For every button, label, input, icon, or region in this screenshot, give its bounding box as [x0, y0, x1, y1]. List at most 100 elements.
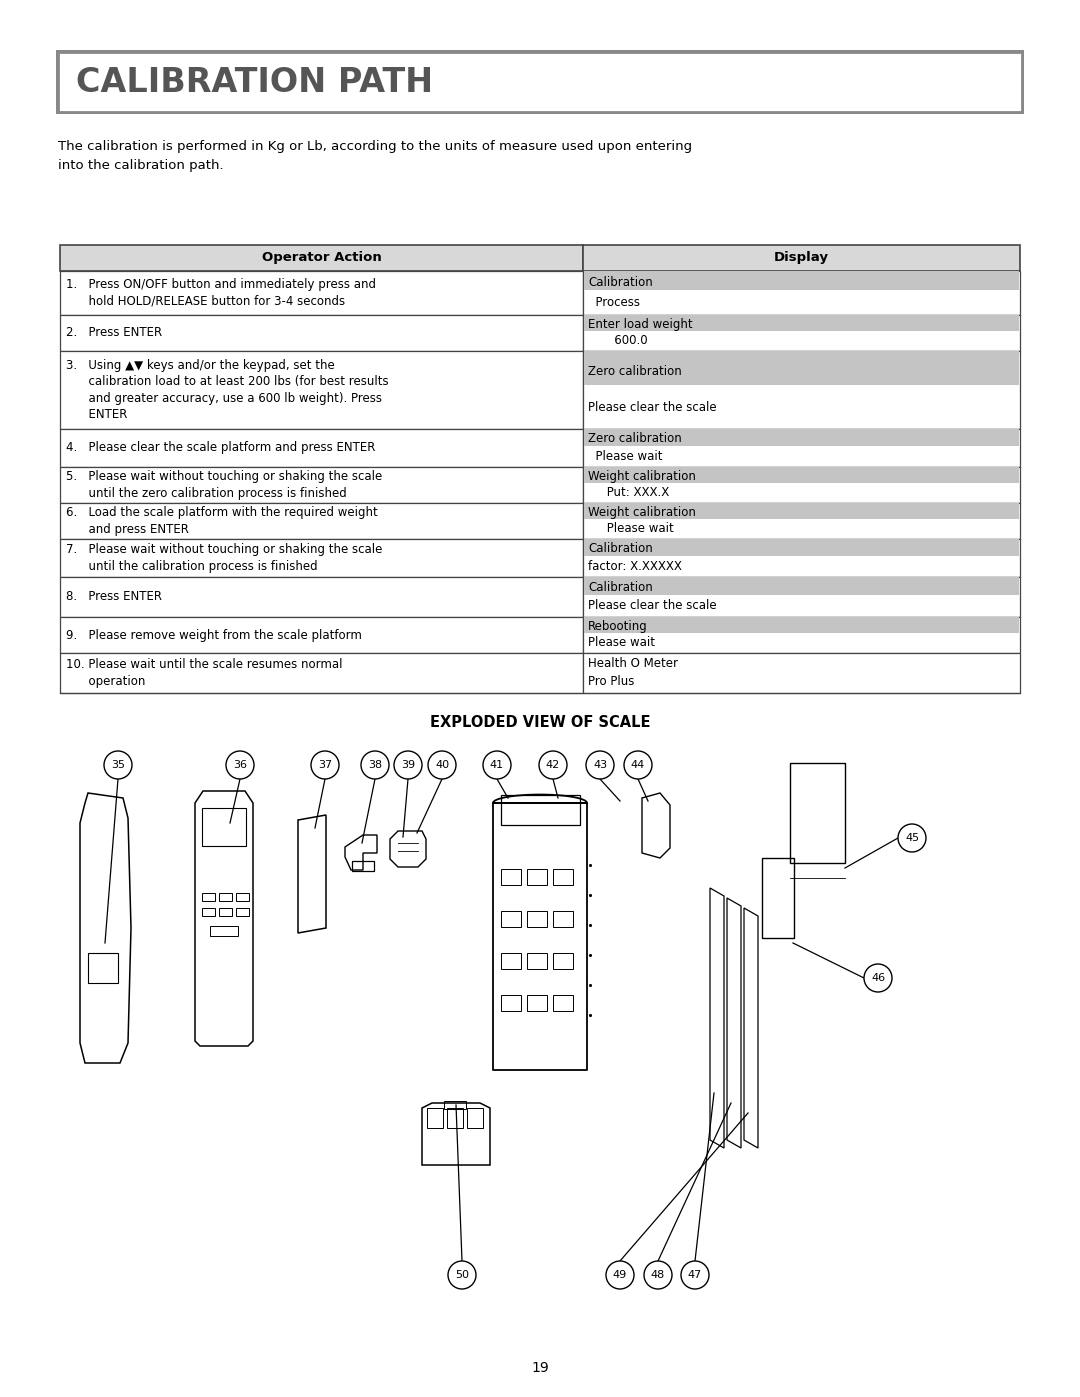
Bar [202, 893, 215, 901]
Circle shape [428, 752, 456, 780]
Bar [60, 429, 583, 467]
Bar [583, 617, 1020, 652]
Bar [60, 539, 583, 577]
Text: 43: 43 [593, 760, 607, 770]
Text: Weight calibration: Weight calibration [588, 469, 696, 483]
Bar [584, 467, 1020, 483]
Bar [553, 995, 573, 1011]
Text: 4.   Please clear the scale platform and press ENTER: 4. Please clear the scale platform and p… [66, 441, 376, 454]
Bar [60, 577, 583, 617]
Text: Zero calibration: Zero calibration [588, 365, 681, 377]
Text: 600.0: 600.0 [588, 334, 648, 348]
Text: Process: Process [588, 296, 640, 309]
Circle shape [311, 752, 339, 780]
Bar [444, 1101, 465, 1109]
Bar [584, 351, 1020, 386]
Text: Please wait: Please wait [588, 450, 662, 462]
Bar [583, 271, 1020, 314]
Text: 5.   Please wait without touching or shaking the scale
      until the zero cali: 5. Please wait without touching or shaki… [66, 471, 382, 500]
Text: CALIBRATION PATH: CALIBRATION PATH [76, 66, 433, 99]
Text: factor: X.XXXXX: factor: X.XXXXX [588, 560, 681, 573]
Bar [210, 926, 238, 936]
Bar [553, 869, 573, 886]
Circle shape [897, 824, 926, 852]
Bar [584, 539, 1020, 556]
Text: 47: 47 [688, 1270, 702, 1280]
Bar [527, 911, 546, 928]
Bar [467, 1108, 483, 1127]
Text: 41: 41 [490, 760, 504, 770]
Circle shape [361, 752, 389, 780]
Bar [501, 795, 580, 826]
Text: 46: 46 [870, 972, 886, 983]
Circle shape [606, 1261, 634, 1289]
Bar [60, 271, 583, 314]
Bar [501, 995, 521, 1011]
Bar [501, 869, 521, 886]
Circle shape [226, 752, 254, 780]
Text: Please wait: Please wait [588, 637, 654, 650]
Bar [202, 908, 215, 916]
Bar [237, 893, 249, 901]
Bar [447, 1108, 463, 1127]
Text: 36: 36 [233, 760, 247, 770]
Text: 39: 39 [401, 760, 415, 770]
Bar [352, 861, 374, 870]
Text: 6.   Load the scale platform with the required weight
      and press ENTER: 6. Load the scale platform with the requ… [66, 506, 378, 536]
Circle shape [586, 752, 615, 780]
Bar [762, 858, 794, 937]
Text: Enter load weight: Enter load weight [588, 319, 692, 331]
Bar [584, 577, 1020, 595]
Text: Health O Meter: Health O Meter [588, 657, 678, 671]
Text: 1.   Press ON/OFF button and immediately press and
      hold HOLD/RELEASE butto: 1. Press ON/OFF button and immediately p… [66, 278, 376, 307]
Circle shape [448, 1261, 476, 1289]
Bar [60, 351, 583, 429]
Text: 49: 49 [612, 1270, 627, 1280]
Bar [58, 52, 1022, 112]
Bar [583, 503, 1020, 539]
Text: Please clear the scale: Please clear the scale [588, 401, 717, 414]
Circle shape [394, 752, 422, 780]
Text: 10. Please wait until the scale resumes normal
      operation: 10. Please wait until the scale resumes … [66, 658, 342, 687]
Text: Display: Display [774, 251, 829, 264]
Circle shape [644, 1261, 672, 1289]
Bar [202, 807, 246, 847]
Text: EXPLODED VIEW OF SCALE: EXPLODED VIEW OF SCALE [430, 715, 650, 731]
Circle shape [681, 1261, 708, 1289]
Bar [583, 244, 1020, 271]
Bar [553, 911, 573, 928]
Text: Weight calibration: Weight calibration [588, 506, 696, 518]
Text: Pro Plus: Pro Plus [588, 675, 634, 689]
Text: Operator Action: Operator Action [261, 251, 381, 264]
Text: 40: 40 [435, 760, 449, 770]
Bar [584, 271, 1020, 291]
Bar [60, 652, 583, 693]
Circle shape [539, 752, 567, 780]
Bar [219, 893, 232, 901]
Bar [583, 351, 1020, 429]
Text: 38: 38 [368, 760, 382, 770]
Bar [501, 911, 521, 928]
Text: 35: 35 [111, 760, 125, 770]
Text: 44: 44 [631, 760, 645, 770]
Text: 2.   Press ENTER: 2. Press ENTER [66, 327, 162, 339]
Bar [583, 467, 1020, 503]
Text: 50: 50 [455, 1270, 469, 1280]
Circle shape [624, 752, 652, 780]
Bar [60, 467, 583, 503]
Bar [789, 763, 845, 863]
Bar [60, 314, 583, 351]
Bar [60, 503, 583, 539]
Text: Rebooting: Rebooting [588, 620, 648, 633]
Bar [527, 953, 546, 970]
Text: 45: 45 [905, 833, 919, 842]
Bar [583, 652, 1020, 693]
Bar [237, 908, 249, 916]
Text: 19: 19 [531, 1361, 549, 1375]
Text: Calibration: Calibration [588, 277, 652, 289]
Bar [219, 908, 232, 916]
Bar [553, 953, 573, 970]
Text: Calibration: Calibration [588, 581, 652, 594]
Text: Please wait: Please wait [588, 522, 674, 535]
Circle shape [483, 752, 511, 780]
